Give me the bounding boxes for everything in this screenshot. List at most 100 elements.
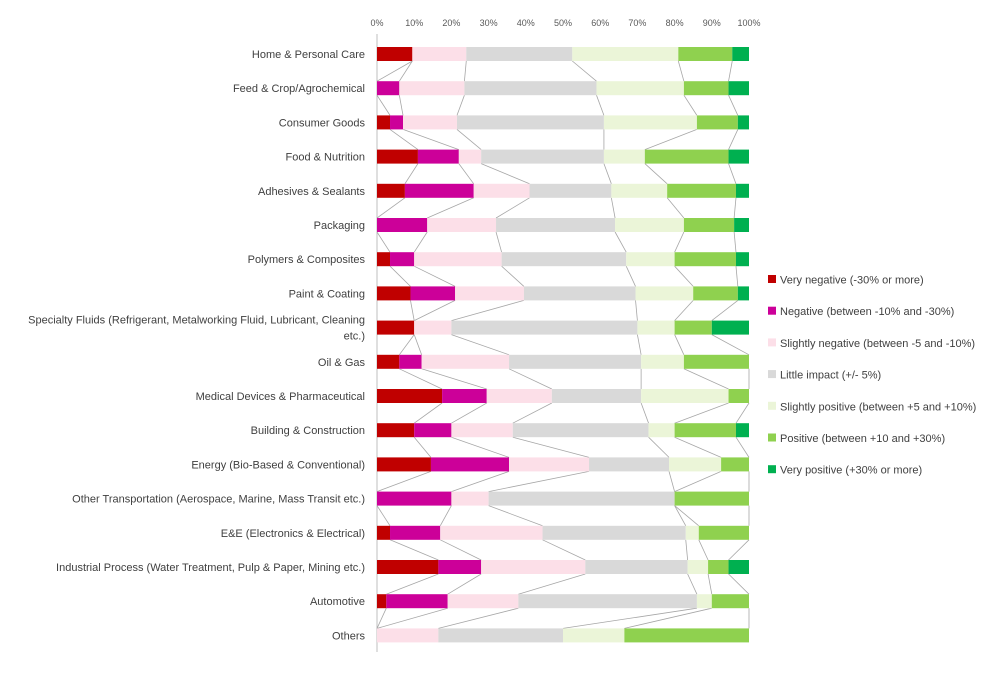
series-line [464, 60, 467, 82]
bar-segment [596, 81, 684, 96]
bar-segment [683, 354, 749, 369]
x-tick-label: 100% [737, 18, 760, 28]
bar-segment [486, 389, 552, 403]
series-lines [376, 60, 750, 629]
series-line [674, 231, 685, 253]
bar-segment [512, 423, 649, 438]
legend-swatch [768, 401, 776, 410]
series-line [685, 539, 689, 561]
legend-swatch [768, 275, 776, 283]
bar-segment [403, 115, 457, 130]
x-tick-label: 60% [591, 18, 609, 28]
bar-segment [417, 149, 459, 164]
series-line [728, 129, 739, 150]
series-line [733, 231, 737, 253]
series-line [398, 95, 404, 116]
bar-segment [735, 183, 749, 198]
series-line [640, 402, 649, 424]
bar-segment [404, 183, 474, 198]
series-line [398, 334, 415, 356]
series-line [451, 300, 525, 321]
x-tick-label: 80% [666, 18, 684, 28]
bar-segment [683, 218, 735, 232]
bar-segment [390, 115, 404, 130]
bar-segment [414, 320, 452, 335]
category-labels: Home & Personal Care Feed & Crop/Agrochem… [28, 49, 365, 642]
series-line [398, 60, 413, 82]
bar-segment [377, 457, 431, 472]
series-line [458, 163, 475, 185]
bar-segment [728, 560, 749, 574]
series-line [376, 231, 391, 253]
bar-segment [377, 354, 400, 369]
category-label: Energy (Bio-Based & Conventional) [191, 459, 365, 471]
bar-segment [696, 115, 738, 130]
bar-segment [438, 560, 482, 574]
bar-segment [585, 560, 688, 574]
series-line [614, 231, 627, 253]
series-line [413, 436, 432, 458]
series-line [707, 573, 713, 595]
bar-segment [414, 252, 502, 267]
series-line [644, 163, 668, 185]
bar-segment [440, 525, 543, 540]
bar-segment [674, 320, 712, 335]
series-line [376, 471, 432, 492]
series-line [413, 334, 423, 355]
series-line [637, 334, 642, 355]
bar-segment [641, 354, 684, 369]
series-line [687, 573, 698, 595]
series-line [735, 402, 750, 424]
bar-segment [641, 389, 729, 403]
series-line [399, 368, 443, 390]
legend-swatch [768, 433, 776, 442]
series-line [603, 163, 612, 184]
bar-segment [635, 286, 694, 301]
x-tick-label: 50% [554, 18, 572, 28]
bar-segment [377, 594, 387, 609]
bar-segment [626, 252, 675, 267]
bar-segment [438, 628, 563, 643]
x-tick-label: 30% [480, 18, 498, 28]
series-line [683, 368, 729, 390]
bar-segment [624, 628, 749, 643]
bar-segment [708, 560, 729, 574]
series-line [644, 129, 698, 150]
category-label: Paint & Coating [289, 288, 365, 300]
bar-segment [637, 320, 675, 335]
category-label: E&E (Electronics & Electrical) [221, 528, 365, 540]
series-line [674, 300, 694, 321]
legend-label: Very negative (-30% or more) [780, 275, 924, 287]
series-line [376, 505, 391, 527]
category-label: Oil & Gas [318, 357, 366, 369]
series-line [389, 265, 411, 287]
series-line [495, 197, 530, 219]
category-label: Feed & Crop/Agrochemical [233, 83, 365, 95]
x-axis: 0% 10% 20% 30% 40% 50% 60% 70% 80% 90% 100% [370, 18, 761, 652]
bar-segment [377, 183, 405, 198]
bar-segment [456, 115, 604, 130]
series-line [508, 368, 553, 390]
bar-segment [674, 423, 736, 438]
bar-segment [421, 354, 510, 369]
series-line [674, 505, 687, 526]
bar-segment [509, 457, 590, 472]
bar-segment [412, 47, 467, 61]
bar-segment [430, 457, 510, 472]
bar-segment [377, 286, 411, 301]
series-line [683, 94, 698, 116]
category-label: Building & Construction [251, 425, 365, 437]
bar-segment [451, 320, 638, 335]
bar-segment [377, 389, 443, 403]
bar-segment [711, 320, 749, 335]
x-tick-label: 40% [517, 18, 535, 28]
bar-segment [458, 149, 482, 164]
category-label: Adhesives & Sealants [258, 186, 366, 198]
series-line [421, 368, 487, 390]
bar-segment [732, 47, 749, 61]
legend-swatch [768, 306, 776, 315]
bar-segment [551, 389, 642, 403]
bar-segment [377, 81, 400, 96]
bar-segment [451, 491, 489, 506]
series-line [451, 471, 510, 492]
